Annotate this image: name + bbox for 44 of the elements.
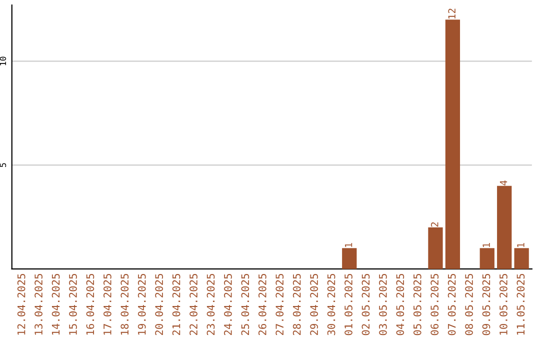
bar — [428, 227, 443, 269]
x-tick-label: 29.04.2025 — [310, 274, 318, 336]
x-tick-label: 23.04.2025 — [206, 274, 215, 336]
bar — [514, 248, 529, 269]
x-tick-label: 19.04.2025 — [138, 274, 146, 335]
x-tick-label: 09.05.2025 — [482, 274, 490, 336]
x-tick-label: 26.04.2025 — [258, 274, 266, 336]
bar — [480, 248, 494, 269]
x-tick-label: 17.04.2025 — [103, 274, 112, 335]
x-tick-label: 15.04.2025 — [69, 274, 77, 335]
x-tick-label: 12.04.2025 — [17, 274, 26, 335]
data-label: 2 — [430, 222, 438, 227]
x-tick-label: 20.04.2025 — [155, 274, 164, 336]
x-tick-label: 08.05.2025 — [465, 274, 473, 336]
x-tick-label: 16.04.2025 — [86, 274, 94, 335]
bar — [342, 248, 357, 269]
x-tick-label: 27.04.2025 — [276, 274, 284, 336]
x-tick-label: 11.05.2025 — [516, 274, 525, 335]
bar — [445, 20, 460, 269]
x-tick-label: 25.04.2025 — [241, 274, 250, 336]
x-tick-label: 07.05.2025 — [448, 274, 456, 336]
bar — [497, 186, 512, 269]
x-tick-label: 14.04.2025 — [52, 274, 60, 335]
x-tick-label: 05.05.2025 — [413, 274, 422, 336]
x-tick-label: 06.05.2025 — [430, 274, 439, 336]
x-tick-label: 21.04.2025 — [172, 274, 180, 336]
data-label: 1 — [344, 242, 352, 247]
y-tick-label: 10 — [0, 56, 6, 66]
x-tick-label: 03.05.2025 — [378, 274, 387, 336]
data-label: 1 — [482, 242, 490, 247]
x-tick-label: 18.04.2025 — [120, 274, 129, 335]
data-label: 12 — [448, 8, 456, 18]
x-tick-label: 24.04.2025 — [224, 274, 232, 336]
x-tick-label: 22.04.2025 — [190, 274, 198, 336]
y-tick-label: 5 — [0, 163, 6, 167]
x-tick-label: 04.05.2025 — [396, 274, 404, 336]
data-label: 1 — [517, 242, 524, 247]
x-tick-label: 30.04.2025 — [327, 274, 336, 336]
data-label: 4 — [500, 180, 508, 186]
x-tick-label: 10.05.2025 — [500, 274, 508, 335]
x-tick-label: 13.04.2025 — [34, 274, 42, 335]
x-tick-label: 01.05.2025 — [344, 274, 352, 336]
x-tick-label: 02.05.2025 — [362, 274, 370, 336]
x-tick-label: 28.04.2025 — [292, 274, 301, 336]
